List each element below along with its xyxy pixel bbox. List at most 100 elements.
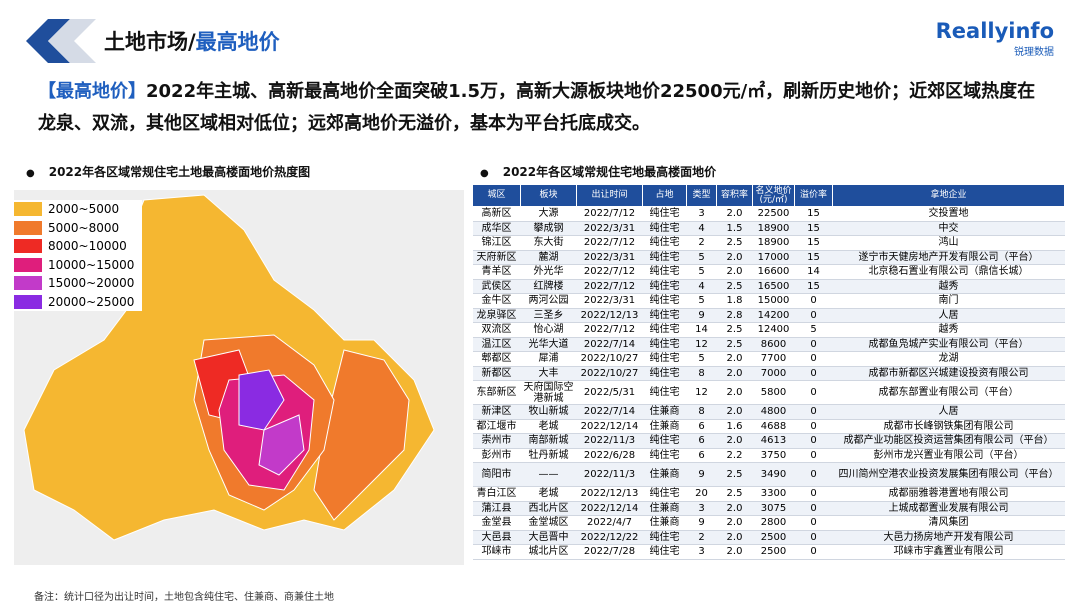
table-row: 金堂县 金堂城区 2022/4/7 住兼商 9 2.0 2800 0 清风集团 xyxy=(472,515,1065,531)
table-cell: 住兼商 xyxy=(642,404,687,420)
table-cell: 2500 xyxy=(752,530,795,545)
table-cell: 交投置地 xyxy=(832,206,1065,222)
table-cell: 2.0 xyxy=(716,351,753,367)
table-row: 崇州市 南部新城 2022/11/3 纯住宅 6 2.0 4613 0 成都产业功能区投资运营集… xyxy=(472,433,1065,449)
legend-swatch xyxy=(14,276,42,291)
table-cell: 纯住宅 xyxy=(642,366,687,381)
legend-item: 20000~25000 xyxy=(14,293,142,312)
map xyxy=(14,190,464,565)
table-cell: 2022/5/31 xyxy=(576,380,643,405)
table-cell: 3750 xyxy=(752,448,795,463)
legend: 2000~5000 5000~8000 8000~10000 10000~15000 1… xyxy=(14,200,142,311)
table-cell: 0 xyxy=(794,448,833,463)
table-cell: 遂宁市天健房地产开发有限公司（平台） xyxy=(832,250,1065,265)
table-cell: 成都东部置业有限公司（平台） xyxy=(832,380,1065,405)
table-cell: 纯住宅 xyxy=(642,448,687,463)
table-cell: 住兼商 xyxy=(642,419,687,434)
table-cell: 金堂县 xyxy=(472,515,521,531)
header-cell: 拿地企业 xyxy=(832,184,1065,207)
table-cell: 攀成钢 xyxy=(520,221,577,236)
table-cell: 两河公园 xyxy=(520,293,577,309)
table-cell: 青羊区 xyxy=(472,264,521,280)
table-cell: 2.0 xyxy=(716,433,753,449)
table-cell: 2022/4/7 xyxy=(576,515,643,531)
table-cell: 牡丹新城 xyxy=(520,448,577,463)
legend-label: 15000~20000 xyxy=(48,276,135,291)
table-cell: 人居 xyxy=(832,404,1065,420)
table-cell: 2022/11/3 xyxy=(576,433,643,449)
header-cell: 类型 xyxy=(686,184,717,207)
legend-label: 20000~25000 xyxy=(48,294,135,309)
table-cell: 2.0 xyxy=(716,544,753,560)
table-cell: 成都市新都区兴城建设投资有限公司 xyxy=(832,366,1065,381)
table-cell: 9 xyxy=(686,515,717,531)
table-cell: 新津区 xyxy=(472,404,521,420)
table-cell: 蒲江县 xyxy=(472,501,521,516)
table-cell: 成华区 xyxy=(472,221,521,236)
table-cell: 大邑县 xyxy=(472,530,521,545)
table-cell: 16600 xyxy=(752,264,795,280)
footnote: 备注：统计口径为出让时间，土地包含纯住宅、住兼商、商兼住土地 xyxy=(34,592,334,603)
table-cell: 2.0 xyxy=(716,250,753,265)
table-cell: 6 xyxy=(686,419,717,434)
logo-text: Reallyinfo xyxy=(935,19,1054,43)
table-cell: 2 xyxy=(686,530,717,545)
table-cell: 2 xyxy=(686,235,717,251)
header-icon xyxy=(26,19,96,63)
table-cell: 成都鱼凫城产实业有限公司（平台） xyxy=(832,337,1065,352)
table-cell: 2.0 xyxy=(716,380,753,405)
table-cell: 1.5 xyxy=(716,221,753,236)
table-cell: 8600 xyxy=(752,337,795,352)
table-cell: 城北片区 xyxy=(520,544,577,560)
table-cell: 18900 xyxy=(752,221,795,236)
table-cell: 东部新区 xyxy=(472,380,521,405)
table-cell: 3 xyxy=(686,501,717,516)
table-cell: 12 xyxy=(686,337,717,352)
legend-swatch xyxy=(14,239,42,254)
table-cell: 金堂城区 xyxy=(520,515,577,531)
header-cell: 名义地价(元/㎡) xyxy=(752,184,795,207)
summary: 【最高地价】2022年主城、高新最高地价全面突破1.5万，高新大源板块地价225… xyxy=(38,76,1048,140)
table-cell: 0 xyxy=(794,404,833,420)
table-cell: 15 xyxy=(794,279,833,294)
table-cell: 0 xyxy=(794,433,833,449)
table-cell: 15 xyxy=(794,206,833,222)
table-cell: 2.5 xyxy=(716,462,753,487)
legend-label: 10000~15000 xyxy=(48,257,135,272)
table-cell: 12 xyxy=(686,380,717,405)
table-cell: 4 xyxy=(686,279,717,294)
table-cell: 2.5 xyxy=(716,337,753,352)
table-cell: 4613 xyxy=(752,433,795,449)
table-cell: 住兼商 xyxy=(642,501,687,516)
table-wrap: 城区 板块 出让时间 占地 类型 容积率 名义地价(元/㎡) 溢价率 拿地企业 高新区 大源 202… xyxy=(472,184,1065,560)
table-cell: 0 xyxy=(794,530,833,545)
table-cell: 四川简州空港农业投资发展集团有限公司（平台） xyxy=(832,462,1065,487)
table-cell: 0 xyxy=(794,419,833,434)
table-cell: 2.0 xyxy=(716,366,753,381)
legend-swatch xyxy=(14,220,42,235)
table-cell: 纯住宅 xyxy=(642,486,687,502)
table-cell: 纯住宅 xyxy=(642,530,687,545)
table-cell: 8 xyxy=(686,404,717,420)
table-row: 彭州市 牡丹新城 2022/6/28 纯住宅 6 2.2 3750 0 彭州市龙兴置业有限公司（… xyxy=(472,448,1065,463)
table-row: 新津区 牧山新城 2022/7/14 住兼商 8 2.0 4800 0 人居 xyxy=(472,404,1065,420)
table-cell: 大源 xyxy=(520,206,577,222)
header-cell: 板块 xyxy=(520,184,577,207)
table-cell: 大丰 xyxy=(520,366,577,381)
table-cell: 中交 xyxy=(832,221,1065,236)
logo-sub: 锐理数据 xyxy=(1014,47,1054,58)
table-cell: 红牌楼 xyxy=(520,279,577,294)
table-cell: 2022/7/14 xyxy=(576,404,643,420)
table-cell: 2.5 xyxy=(716,322,753,338)
table-cell: 2022/12/22 xyxy=(576,530,643,545)
table-cell: 15 xyxy=(794,221,833,236)
table-cell: 怡心湖 xyxy=(520,322,577,338)
table-cell: 2.0 xyxy=(716,530,753,545)
table-cell: 2022/7/28 xyxy=(576,544,643,560)
table-cell: 22500 xyxy=(752,206,795,222)
legend-item: 8000~10000 xyxy=(14,237,142,256)
table-cell: 2800 xyxy=(752,515,795,531)
legend-item: 15000~20000 xyxy=(14,274,142,293)
table-cell: 纯住宅 xyxy=(642,322,687,338)
table-cell: 南门 xyxy=(832,293,1065,309)
